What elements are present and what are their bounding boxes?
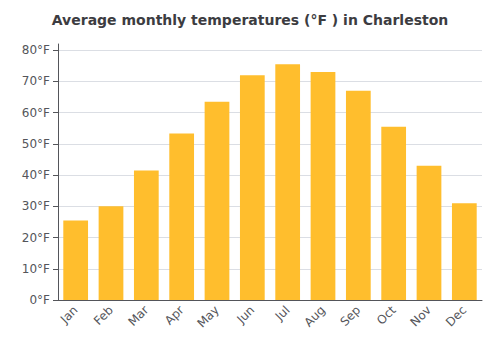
svg-text:50°F: 50°F	[22, 137, 50, 151]
svg-text:60°F: 60°F	[22, 106, 50, 120]
svg-text:80°F: 80°F	[22, 43, 50, 57]
svg-text:10°F: 10°F	[22, 262, 50, 276]
svg-text:Average monthly temperatures (: Average monthly temperatures (°F ) in Ch…	[52, 12, 448, 28]
svg-text:Feb: Feb	[91, 303, 116, 328]
svg-text:Jun: Jun	[233, 303, 257, 327]
svg-text:Dec: Dec	[443, 303, 469, 329]
svg-text:Apr: Apr	[162, 303, 187, 328]
svg-text:20°F: 20°F	[22, 231, 50, 245]
svg-text:Nov: Nov	[408, 303, 434, 329]
svg-text:40°F: 40°F	[22, 168, 50, 182]
svg-text:Oct: Oct	[374, 303, 399, 328]
svg-text:Aug: Aug	[301, 303, 327, 329]
svg-text:Jan: Jan	[57, 303, 81, 327]
svg-text:70°F: 70°F	[22, 74, 50, 88]
svg-text:Mar: Mar	[125, 303, 151, 329]
svg-text:30°F: 30°F	[22, 199, 50, 213]
svg-text:0°F: 0°F	[29, 293, 50, 307]
svg-text:Jul: Jul	[272, 303, 293, 324]
svg-text:May: May	[195, 303, 222, 330]
svg-text:Sep: Sep	[337, 303, 363, 329]
